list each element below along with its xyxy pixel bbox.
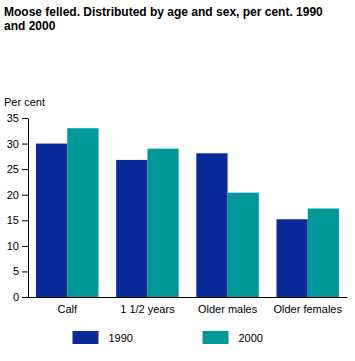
y-tick: 35 bbox=[7, 112, 28, 124]
y-tick-label: 25 bbox=[7, 163, 19, 175]
legend-swatch bbox=[73, 331, 99, 344]
bar bbox=[67, 128, 98, 297]
bar bbox=[196, 153, 227, 297]
legend: 1990 2000 bbox=[73, 331, 263, 344]
y-tick: 20 bbox=[7, 189, 28, 201]
bars bbox=[36, 128, 339, 297]
plot: 0 5 10 15 20 25 30 35 Calf 1 1/2 years Older males… bbox=[7, 112, 348, 315]
legend-swatch bbox=[203, 331, 229, 344]
y-tick: 30 bbox=[7, 138, 28, 150]
y-tick-mark bbox=[22, 271, 28, 272]
x-tick-label: Older females bbox=[273, 303, 342, 315]
legend-label: 2000 bbox=[239, 332, 263, 344]
y-tick-label: 35 bbox=[7, 112, 19, 124]
x-tick: Older females bbox=[273, 297, 342, 315]
y-tick-label: 0 bbox=[13, 291, 19, 303]
x-tick: Calf bbox=[57, 297, 78, 315]
y-tick: 25 bbox=[7, 163, 28, 175]
y-tick-label: 20 bbox=[7, 189, 19, 201]
bar bbox=[276, 219, 307, 297]
bar bbox=[116, 160, 147, 297]
y-axis: 0 5 10 15 20 25 30 35 bbox=[7, 112, 29, 303]
x-tick-label: Older males bbox=[198, 303, 258, 315]
y-tick-mark bbox=[22, 195, 28, 196]
legend-item: 1990 bbox=[73, 331, 133, 344]
title: Moose felled. Distributed by age and sex… bbox=[4, 5, 323, 33]
y-axis-line bbox=[28, 119, 29, 298]
x-axis-line bbox=[29, 297, 348, 298]
y-tick-mark bbox=[22, 169, 28, 170]
y-tick-mark bbox=[22, 246, 28, 247]
y-tick-label: 30 bbox=[7, 138, 19, 150]
x-axis: Calf 1 1/2 years Older males Older females bbox=[29, 297, 348, 315]
x-tick-label: 1 1/2 years bbox=[120, 303, 175, 315]
y-axis-label: Per cent bbox=[4, 96, 45, 108]
x-tick-label: Calf bbox=[57, 303, 78, 315]
y-tick: 0 bbox=[13, 291, 28, 303]
y-tick-label: 10 bbox=[7, 240, 19, 252]
y-tick-label: 5 bbox=[13, 265, 19, 277]
bar bbox=[228, 193, 259, 297]
y-tick-label: 15 bbox=[7, 214, 19, 226]
y-tick: 10 bbox=[7, 240, 28, 252]
legend-label: 1990 bbox=[109, 332, 133, 344]
legend-item: 2000 bbox=[203, 331, 263, 344]
x-tick: 1 1/2 years bbox=[120, 297, 175, 315]
y-tick-mark bbox=[22, 297, 28, 298]
y-tick-mark bbox=[22, 144, 28, 145]
y-tick-mark bbox=[22, 220, 28, 221]
chart: Moose felled. Distributed by age and sex… bbox=[0, 0, 355, 361]
y-tick: 15 bbox=[7, 214, 28, 226]
y-tick-mark bbox=[22, 118, 28, 119]
x-tick: Older males bbox=[198, 297, 258, 315]
bar bbox=[36, 144, 67, 297]
bar bbox=[147, 149, 178, 297]
y-tick: 5 bbox=[13, 265, 28, 277]
bar bbox=[308, 209, 339, 297]
